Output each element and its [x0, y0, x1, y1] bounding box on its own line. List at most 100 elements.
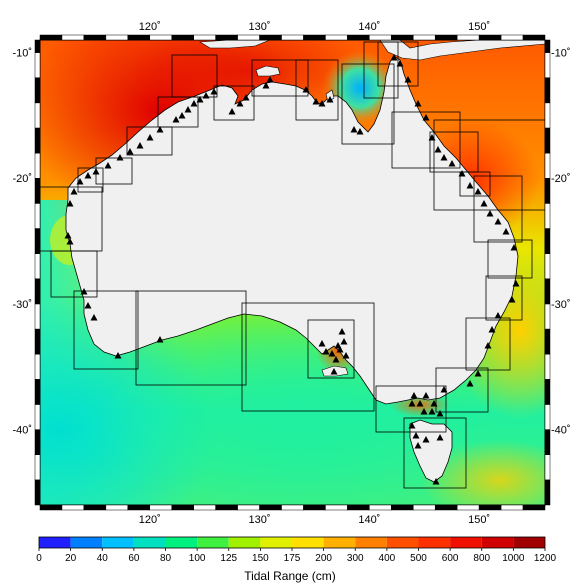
tide-station-marker	[512, 280, 520, 287]
tide-station-marker	[508, 296, 516, 303]
tide-station-marker	[146, 134, 154, 141]
tide-station-marker	[448, 160, 456, 167]
tide-station-marker	[436, 410, 444, 417]
region-box	[73, 290, 139, 370]
region-box	[307, 319, 355, 379]
tide-station-marker	[428, 134, 436, 141]
colorbar-tick-label: 300	[347, 553, 364, 564]
colorbar-tick-label: 150	[252, 553, 269, 564]
tide-station-marker	[326, 96, 334, 103]
y-tick-label: -40˚	[551, 425, 571, 437]
frame-segment	[237, 504, 260, 511]
frame-segment	[83, 504, 107, 511]
tide-station-marker	[338, 328, 346, 335]
tide-station-marker	[156, 126, 164, 133]
region-boxes	[40, 41, 545, 489]
colorbar-tick-label: 200	[315, 553, 332, 564]
region-box	[341, 63, 395, 145]
tide-station-marker	[430, 400, 438, 407]
frame-segment	[456, 34, 480, 41]
tide-station-marker	[66, 238, 74, 245]
frame-segment	[456, 504, 480, 511]
tide-station-marker	[336, 346, 344, 353]
region-box	[77, 167, 104, 193]
tide-station-marker	[408, 422, 416, 429]
colorbar-tick-label: 800	[473, 553, 490, 564]
tide-station-marker	[64, 232, 72, 239]
frame-segment	[478, 504, 502, 511]
frame-segment	[434, 34, 458, 41]
frame-segment	[522, 34, 546, 41]
frame-segment	[391, 34, 414, 41]
colorbar-tick-label: 500	[410, 553, 427, 564]
tide-station-marker	[330, 368, 338, 375]
region-box	[157, 96, 199, 128]
frame-segment	[127, 504, 151, 511]
timor-coast	[199, 40, 271, 49]
frame-segment	[303, 34, 326, 41]
colorbar-segment	[197, 537, 229, 548]
frame-segment	[544, 39, 551, 53]
frame-segment	[171, 34, 194, 41]
colorbar-title: Tidal Range (cm)	[244, 569, 336, 583]
frame-segment	[34, 102, 41, 129]
colorbar-segment	[70, 537, 103, 548]
tide-station-marker	[408, 400, 416, 407]
frame-segment	[544, 177, 551, 204]
x-tick-label: 130˚	[249, 21, 271, 33]
frame-segment	[39, 34, 63, 41]
x-tick-label: 120˚	[139, 514, 161, 526]
region-box	[487, 239, 533, 279]
frame-segment	[544, 152, 551, 179]
x-tick-label: 120˚	[139, 21, 161, 33]
frame-segment	[544, 303, 551, 330]
frame-segment	[259, 34, 282, 41]
region-box	[435, 367, 489, 413]
x-tick-label: 150˚	[468, 514, 490, 526]
colorbar-segment	[133, 537, 166, 548]
frame-segment	[369, 504, 392, 511]
tide-station-marker	[210, 88, 218, 95]
tide-station-marker	[80, 288, 88, 295]
tide-station-marker	[390, 54, 398, 61]
frame-segment	[544, 102, 551, 129]
tide-station-marker	[502, 228, 510, 235]
frame-segment	[500, 504, 524, 511]
tide-station-marker	[494, 218, 502, 225]
colorbar-tick-label: 20	[65, 553, 77, 564]
tide-station-marker	[434, 146, 442, 153]
colorbar-segment	[355, 537, 387, 548]
colorbar-segment	[165, 537, 198, 548]
frame-segment	[171, 504, 194, 511]
tide-station-marker	[416, 400, 424, 407]
colorbar-segment	[292, 537, 324, 548]
tasmania	[409, 419, 453, 483]
region-box	[251, 59, 309, 97]
frame-segment	[544, 379, 551, 405]
tide-station-marker	[116, 154, 124, 161]
colorbar-tick-label: 1000	[502, 553, 525, 564]
tide-station-marker	[422, 114, 430, 121]
frame-segment	[544, 429, 551, 455]
tide-station-marker	[340, 338, 348, 345]
frame-segment	[34, 177, 41, 204]
tide-station-marker	[494, 312, 502, 319]
frame-segment	[105, 34, 129, 41]
y-tick-label: -20˚	[12, 173, 32, 185]
tide-station-marker	[84, 302, 92, 309]
frame-segment	[149, 504, 172, 511]
frame-segment	[34, 479, 41, 506]
colorbar	[38, 536, 546, 551]
region-box	[473, 175, 523, 243]
tide-station-marker	[322, 348, 330, 355]
frame-segment	[500, 34, 524, 41]
frame-segment	[34, 77, 41, 104]
colorbar-segment	[450, 537, 482, 548]
frame-segment	[325, 504, 348, 511]
tide-station-marker	[422, 436, 430, 443]
y-tick-labels-right: -10˚ -20˚ -30˚ -40˚	[551, 48, 571, 437]
frame-segment	[347, 504, 370, 511]
x-tick-label: 140˚	[358, 21, 380, 33]
colorbar-tick-label: 400	[379, 553, 396, 564]
frame-segment	[544, 479, 551, 506]
